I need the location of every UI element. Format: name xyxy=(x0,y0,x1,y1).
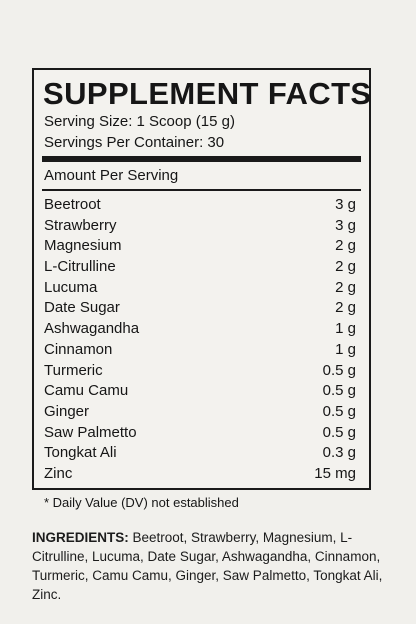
ingredient-amount: 2 g xyxy=(335,299,356,317)
ingredient-name: Date Sugar xyxy=(44,299,120,317)
ingredient-table: Beetroot 3 g Strawberry 3 g Magnesium 2 g L… xyxy=(44,195,356,485)
ingredient-name: Tongkat Ali xyxy=(44,444,117,462)
table-row: Beetroot 3 g xyxy=(44,195,356,216)
ingredient-amount: 3 g xyxy=(335,216,356,234)
ingredients-statement: INGREDIENTS: Beetroot, Strawberry, Magne… xyxy=(32,528,392,604)
ingredient-amount: 0.3 g xyxy=(322,444,356,462)
table-row: Camu Camu 0.5 g xyxy=(44,381,356,402)
ingredient-amount: 2 g xyxy=(335,278,356,296)
table-row: Tongkat Ali 0.3 g xyxy=(44,443,356,464)
ingredient-amount: 1 g xyxy=(335,340,356,358)
header-divider xyxy=(42,189,361,191)
table-row: Date Sugar 2 g xyxy=(44,298,356,319)
ingredient-name: Turmeric xyxy=(44,361,103,379)
ingredient-name: Saw Palmetto xyxy=(44,423,137,441)
ingredient-name: L-Citrulline xyxy=(44,258,116,276)
ingredient-name: Beetroot xyxy=(44,196,101,213)
ingredient-name: Camu Camu xyxy=(44,382,129,400)
table-row: Magnesium 2 g xyxy=(44,236,356,257)
ingredient-amount: 0.5 g xyxy=(322,361,356,379)
ingredient-amount: 2 g xyxy=(335,258,356,276)
ingredient-amount: 1 g xyxy=(335,320,356,338)
ingredients-label: INGREDIENTS: xyxy=(32,530,129,545)
daily-value-footnote: * Daily Value (DV) not established xyxy=(44,495,239,510)
servings-per-container: Servings Per Container: 30 xyxy=(44,134,225,151)
ingredient-name: Ashwagandha xyxy=(44,320,140,338)
supplement-facts-panel: SUPPLEMENT FACTS Serving Size: 1 Scoop (… xyxy=(32,68,372,510)
ingredient-name: Magnesium xyxy=(44,237,122,255)
table-row: Cinnamon 1 g xyxy=(44,340,356,361)
table-row: Lucuma 2 g xyxy=(44,278,356,299)
ingredient-amount: 2 g xyxy=(335,237,356,255)
table-row: Strawberry 3 g xyxy=(44,216,356,237)
amount-per-serving-header: Amount Per Serving xyxy=(44,167,179,184)
ingredient-name: Ginger xyxy=(44,402,90,420)
table-row: Turmeric 0.5 g xyxy=(44,361,356,382)
ingredient-amount: 3 g xyxy=(335,196,356,213)
ingredient-name: Cinnamon xyxy=(44,340,113,358)
ingredient-amount: 0.5 g xyxy=(322,423,356,441)
ingredient-amount: 15 mg xyxy=(314,464,356,482)
table-row: Saw Palmetto 0.5 g xyxy=(44,423,356,444)
table-row: L-Citrulline 2 g xyxy=(44,257,356,278)
table-row: Ashwagandha 1 g xyxy=(44,319,356,340)
ingredient-amount: 0.5 g xyxy=(322,382,356,400)
panel-title: SUPPLEMENT FACTS xyxy=(43,76,372,111)
table-row: Ginger 0.5 g xyxy=(44,402,356,423)
serving-size: Serving Size: 1 Scoop (15 g) xyxy=(44,113,235,130)
ingredient-name: Strawberry xyxy=(44,216,117,234)
table-row: Zinc 15 mg xyxy=(44,464,356,485)
ingredient-name: Lucuma xyxy=(44,278,98,296)
ingredient-amount: 0.5 g xyxy=(322,402,356,420)
thick-divider xyxy=(42,156,361,162)
ingredient-name: Zinc xyxy=(44,464,73,482)
ingredients-list: Beetroot, Strawberry, Magnesium, L-Citru… xyxy=(32,530,383,602)
footer-divider xyxy=(42,488,361,489)
